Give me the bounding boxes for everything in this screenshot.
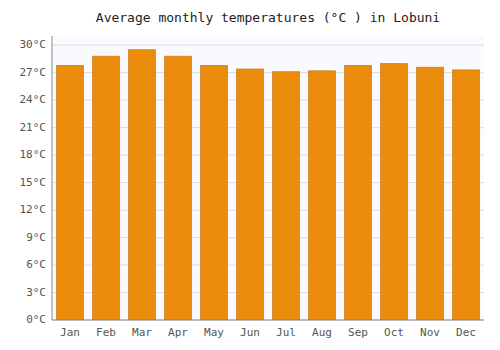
x-tick-label: Sep — [348, 326, 368, 339]
x-tick-label: Oct — [384, 326, 404, 339]
bar — [309, 71, 336, 320]
plot-background — [52, 36, 484, 320]
bar — [129, 50, 156, 320]
y-tick-label: 12°C — [20, 203, 47, 216]
x-tick-label: Apr — [168, 326, 188, 339]
x-tick-label: Jun — [240, 326, 260, 339]
x-tick-label: Nov — [420, 326, 440, 339]
y-tick-label: 9°C — [26, 231, 46, 244]
bar — [345, 65, 372, 320]
bar — [93, 56, 120, 320]
bar — [381, 63, 408, 320]
x-axis-line — [52, 320, 484, 321]
y-tick-label: 0°C — [26, 313, 46, 326]
x-tick-label: Aug — [312, 326, 332, 339]
bars — [57, 50, 480, 320]
y-tick-label: 24°C — [20, 93, 47, 106]
bar — [57, 65, 84, 320]
chart-container: 0°C 3°C 6°C 9°C 12°C 15°C 18°C 21°C 24°C 27°C 30°C… — [0, 0, 500, 350]
x-tick-label: Jul — [276, 326, 296, 339]
y-tick-label: 6°C — [26, 258, 46, 271]
x-tick-label: Feb — [96, 326, 116, 339]
bar — [417, 67, 444, 320]
y-tick-label: 18°C — [20, 148, 47, 161]
title: Average monthly temperatures (°C ) in Lo… — [96, 10, 440, 25]
y-tick-label: 15°C — [20, 176, 47, 189]
y-tick-label: 27°C — [20, 66, 47, 79]
y-tick-label: 3°C — [26, 286, 46, 299]
bar — [201, 65, 228, 320]
x-tick-label: Jan — [60, 326, 80, 339]
y-tick-label: 30°C — [20, 38, 47, 51]
x-tick-label: May — [204, 326, 224, 339]
bar — [273, 72, 300, 320]
chart: 0°C 3°C 6°C 9°C 12°C 15°C 18°C 21°C 24°C 27°C 30°C… — [0, 0, 500, 350]
y-axis-line — [52, 36, 53, 320]
grid-line — [52, 45, 484, 46]
y-tick-label: 21°C — [20, 121, 47, 134]
x-tick-label: Mar — [132, 326, 152, 339]
bar — [165, 56, 192, 320]
grid-line — [52, 320, 484, 321]
x-tick-label: Dec — [456, 326, 476, 339]
bar — [453, 70, 480, 320]
bar — [237, 69, 264, 320]
